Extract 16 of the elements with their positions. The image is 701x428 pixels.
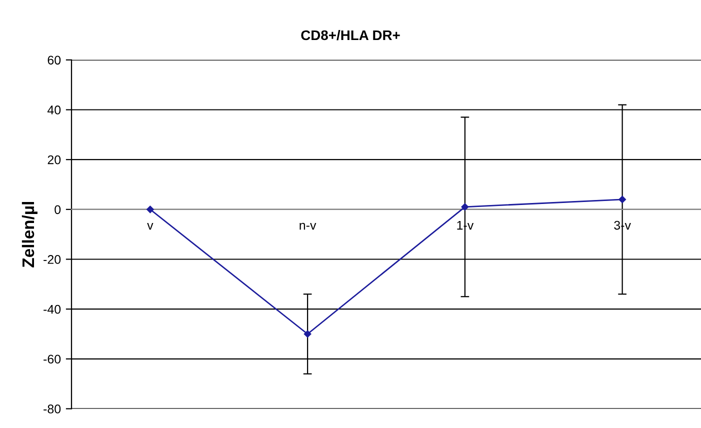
y-tick-label: 0 xyxy=(54,205,61,214)
point xyxy=(461,203,469,211)
y-tick-label: -20 xyxy=(44,255,61,264)
y-tick-label: 40 xyxy=(47,106,61,114)
point xyxy=(618,196,626,204)
point xyxy=(146,206,154,214)
x-tick-label: n-v xyxy=(300,222,316,230)
y-tick-label: 20 xyxy=(48,155,61,164)
y-tick-label: 60 xyxy=(48,56,61,65)
x-tick-label: v xyxy=(147,222,154,230)
y-tick-label: -60 xyxy=(44,354,61,364)
y-axis-title: Zellen/µl xyxy=(22,202,38,268)
y-tick-label: -40 xyxy=(44,304,61,314)
point xyxy=(304,330,312,338)
y-tick-label: -80 xyxy=(44,404,61,414)
chart-title: CD8+/HLA DR+ xyxy=(301,30,400,40)
